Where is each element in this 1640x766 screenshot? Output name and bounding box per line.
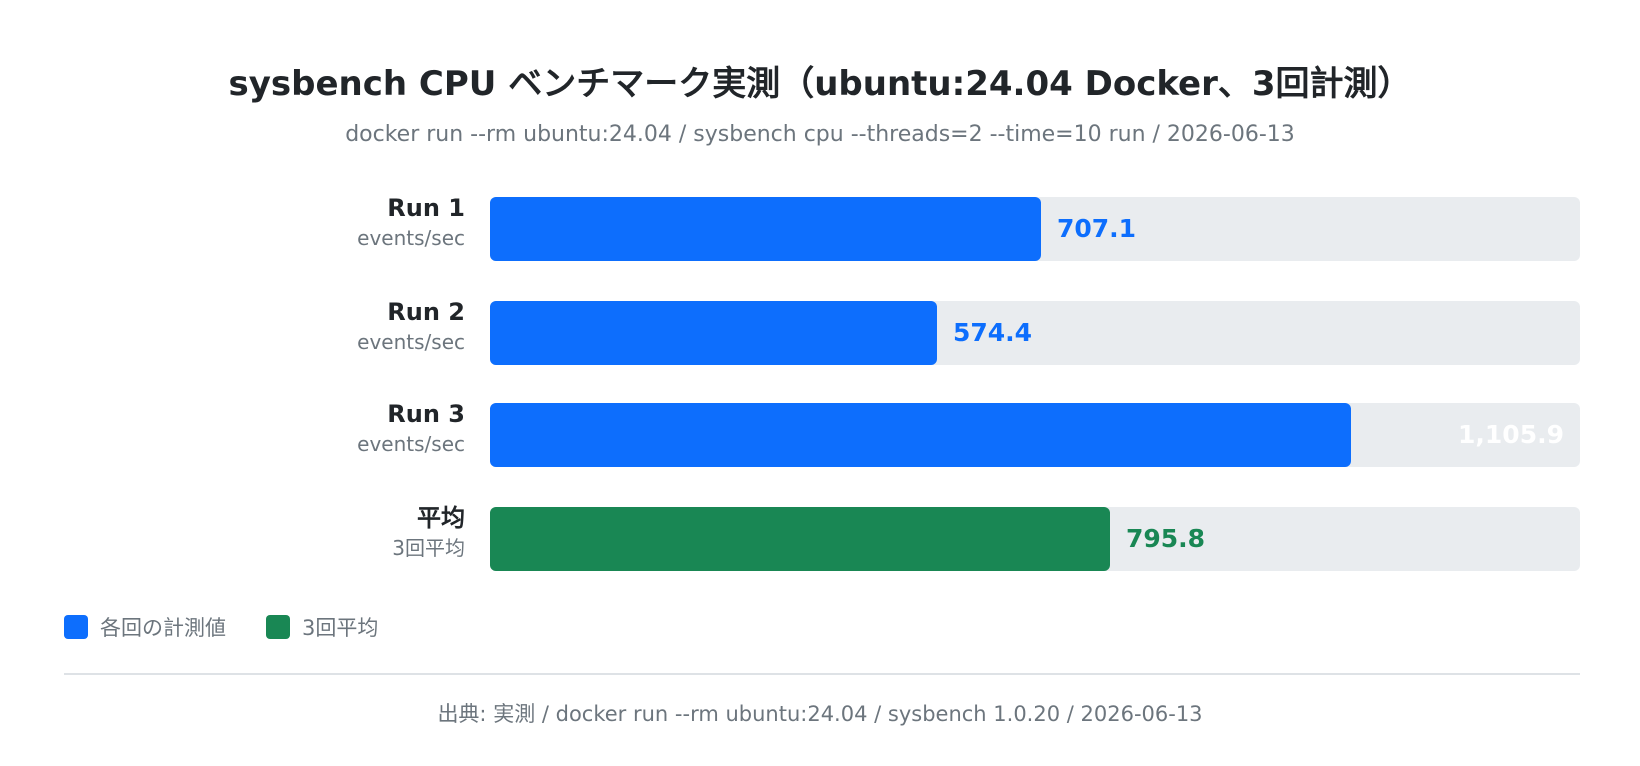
bar-category-sublabel: events/sec [357, 226, 465, 250]
bar-track: 1,105.9 [490, 403, 1580, 467]
bar-category-label: Run 3 [387, 400, 465, 428]
bar-category-sublabel: events/sec [357, 432, 465, 456]
legend-swatch-average [266, 615, 290, 639]
bar [490, 507, 1110, 571]
legend-item-runs: 各回の計測値 [64, 612, 226, 642]
bar-value-label: 574.4 [953, 318, 1033, 347]
bar-category-label: 平均 [417, 504, 465, 532]
bar-category-sublabel: 3回平均 [392, 536, 465, 560]
bar-track: 574.4 [490, 301, 1580, 365]
bar-track: 707.1 [490, 197, 1580, 261]
bar-label: Run 3 events/sec [65, 399, 465, 459]
bar-label: 平均 3回平均 [65, 503, 465, 563]
chart-subtitle: docker run --rm ubuntu:24.04 / sysbench … [345, 122, 1295, 147]
bar [490, 301, 937, 365]
bar [490, 403, 1351, 467]
bar-track: 795.8 [490, 507, 1580, 571]
bar-category-sublabel: events/sec [357, 330, 465, 354]
source-note: 出典: 実測 / docker run --rm ubuntu:24.04 / … [437, 702, 1203, 726]
bar-label: Run 2 events/sec [65, 297, 465, 357]
bar-category-label: Run 2 [387, 298, 465, 326]
legend-swatch-runs [64, 615, 88, 639]
bar-category-label: Run 1 [387, 194, 465, 222]
legend-label-runs: 各回の計測値 [100, 616, 226, 640]
bar-value-label: 707.1 [1057, 214, 1137, 243]
legend-label-average: 3回平均 [302, 616, 379, 640]
legend: 各回の計測値 3回平均 [64, 612, 418, 642]
bar-label: Run 1 events/sec [65, 193, 465, 253]
bar-value-label: 1,105.9 [1458, 420, 1564, 449]
bar [490, 197, 1041, 261]
chart-title: sysbench CPU ベンチマーク実測（ubuntu:24.04 Docke… [228, 64, 1412, 104]
legend-item-average: 3回平均 [266, 612, 378, 642]
divider [64, 673, 1580, 675]
bar-value-label: 795.8 [1126, 524, 1206, 553]
